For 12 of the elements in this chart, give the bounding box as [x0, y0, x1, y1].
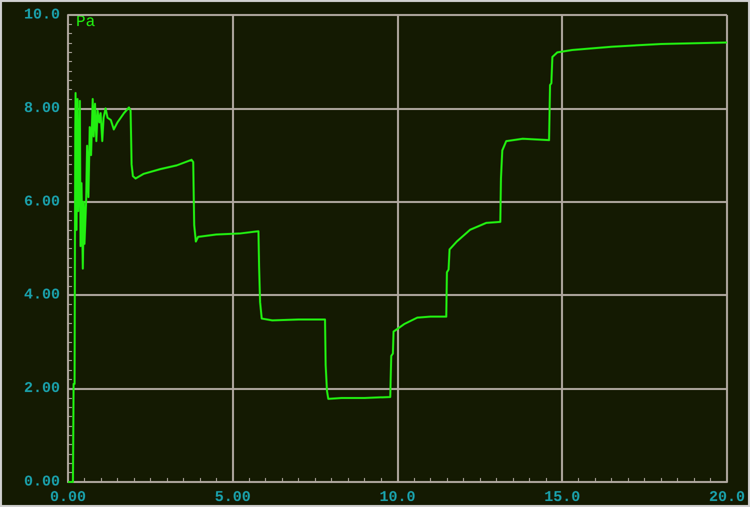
y-tick-label: 4.00	[24, 286, 60, 304]
x-tick-label: 10.0	[379, 489, 416, 506]
y-tick-label: 2.00	[24, 380, 60, 398]
y-tick-label: 0.00	[24, 474, 60, 490]
y-axis-title: Pa	[76, 13, 96, 31]
y-tick-label: 10.0	[24, 6, 60, 24]
x-tick-label: 20.0	[708, 489, 746, 506]
x-tick-label: 0.00	[50, 489, 86, 506]
y-tick-label: 8.00	[24, 100, 60, 117]
y-tick-label: 6.00	[24, 193, 60, 210]
x-tick-label: 5.00	[214, 489, 251, 506]
x-tick-label: 15.0	[544, 489, 580, 506]
